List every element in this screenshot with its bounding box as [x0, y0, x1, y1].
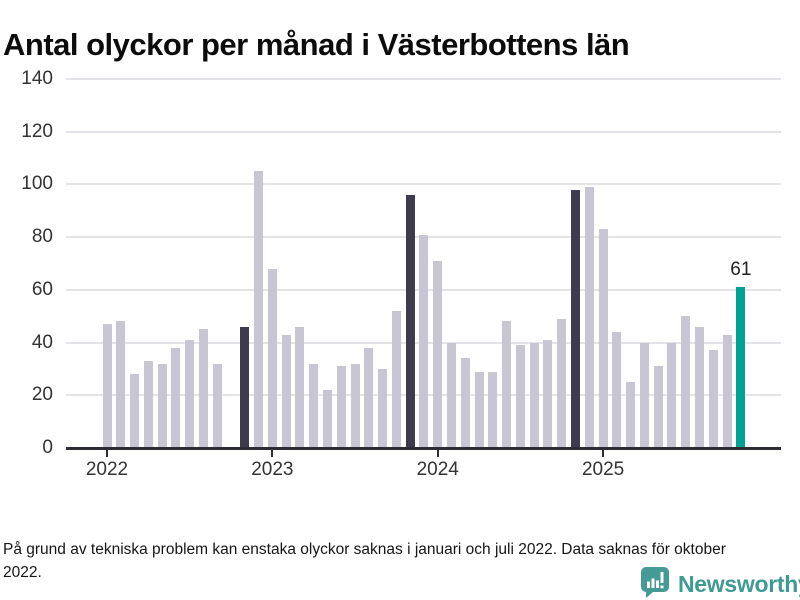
bar-2025-04 [639, 342, 649, 448]
y-tick-label-40: 40 [31, 331, 53, 353]
bar-2022-01 [102, 324, 112, 448]
bar-2023-11 [405, 194, 415, 448]
newsworthy-logo: Newsworthy [640, 566, 800, 600]
y-tick-label-140: 140 [21, 68, 53, 89]
bar-2024-11 [571, 189, 581, 448]
bar-2025-08 [695, 326, 705, 448]
bar-2023-10 [391, 310, 401, 448]
bar-2025-07 [681, 316, 691, 448]
gridline-140 [66, 78, 781, 80]
bar-2022-12 [254, 171, 264, 448]
bar-2023-03 [295, 326, 305, 448]
y-tick-label-120: 120 [21, 120, 53, 142]
x-tick-2025 [602, 449, 605, 457]
bar-2023-07 [350, 363, 360, 448]
bar-2024-06 [502, 321, 512, 448]
newsworthy-wordmark: Newsworthy [678, 571, 800, 597]
bar-2022-04 [143, 361, 153, 448]
y-tick-label-0: 0 [42, 437, 53, 458]
bar-2023-06 [336, 366, 346, 448]
x-tick-label-2025: 2025 [581, 459, 625, 480]
bar-2023-05 [322, 390, 332, 448]
bar-2024-01 [433, 260, 443, 448]
x-tick-label-2023: 2023 [251, 459, 294, 480]
x-tick-2022 [106, 449, 108, 457]
bar-2024-02 [447, 342, 456, 448]
gridline-120 [66, 130, 781, 133]
chart-title: Antal olyckor per månad i Västerbottens … [3, 26, 630, 62]
y-tick-label-80: 80 [31, 226, 53, 248]
x-tick-label-2022: 2022 [85, 459, 129, 480]
bar-2022-11 [240, 326, 250, 448]
bar-2025-06 [667, 342, 677, 448]
x-tick-2024 [436, 449, 439, 457]
bar-2025-02 [612, 332, 622, 448]
x-tick-2023 [271, 449, 274, 457]
y-tick-label-60: 60 [31, 278, 53, 300]
bar-2022-08 [198, 329, 208, 448]
bar-2022-05 [157, 363, 167, 448]
footnote-text: På grund av tekniska problem kan enstaka… [3, 540, 726, 581]
y-tick-label-20: 20 [31, 384, 53, 406]
x-tick-label-2024: 2024 [416, 459, 459, 480]
x-axis-line [66, 447, 781, 450]
bar-2023-02 [281, 334, 291, 448]
bar-2022-09 [212, 363, 222, 448]
bar-2025-03 [626, 382, 636, 448]
bar-2024-04 [474, 371, 484, 448]
bar-2024-08 [529, 342, 539, 448]
bar-2022-06 [171, 347, 181, 448]
bar-2025-11 [736, 287, 746, 448]
bar-2022-03 [130, 374, 140, 448]
y-tick-label-100: 100 [21, 173, 53, 195]
bar-2025-10 [722, 334, 732, 448]
bar-2025-09 [708, 350, 718, 448]
bar-2023-12 [419, 234, 429, 448]
newsworthy-speech-bubble-bar-chart-icon [640, 566, 670, 600]
bar-2025-01 [598, 229, 608, 448]
bar-2023-09 [378, 368, 388, 448]
bar-2022-07 [185, 339, 195, 448]
latest-bar-value-label: 61 [730, 259, 752, 281]
bar-2024-07 [515, 345, 525, 448]
bar-2023-04 [309, 363, 319, 448]
bar-2024-10 [557, 318, 567, 448]
bar-2024-03 [460, 358, 470, 448]
bar-2024-09 [543, 339, 553, 448]
bar-2023-08 [364, 347, 374, 448]
bar-2023-01 [267, 268, 277, 448]
bar-2022-02 [116, 321, 126, 448]
bar-2025-05 [653, 366, 663, 448]
bar-2024-05 [488, 371, 498, 448]
gridline-100 [66, 183, 781, 186]
bar-2024-12 [584, 187, 594, 448]
